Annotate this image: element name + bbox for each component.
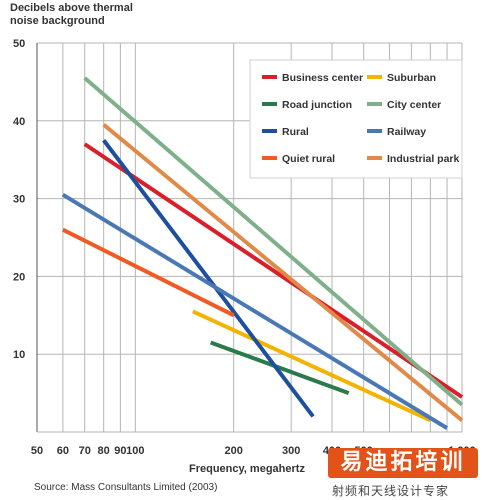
x-tick-label: 200: [224, 445, 242, 457]
y-tick-label: 50: [13, 38, 25, 50]
legend-label: City center: [387, 99, 441, 111]
y-axis-title: Decibels above thermal noise background: [10, 2, 133, 27]
x-tick-label: 300: [282, 445, 300, 457]
y-tick-labels: 10 20 30 40 50: [13, 38, 25, 361]
legend-label: Railway: [387, 126, 426, 138]
series-line: [192, 309, 432, 423]
legend: Business center Suburban Road junction City…: [249, 59, 463, 179]
legend-label: Suburban: [387, 72, 436, 84]
y-tick-label: 20: [13, 271, 25, 283]
watermark: 易迪拓培训 射频和天线设计专家: [322, 448, 484, 500]
y-tick-label: 30: [13, 194, 25, 206]
x-tick-label: 80: [98, 445, 110, 457]
x-tick-label: 50: [31, 445, 43, 457]
series-lines: [61, 76, 464, 430]
legend-label: Rural: [282, 126, 309, 138]
y-tick-label: 40: [13, 116, 25, 128]
series-line: [209, 340, 350, 395]
x-axis-title: Frequency, megahertz: [189, 463, 305, 475]
legend-label: Quiet rural: [282, 153, 335, 165]
watermark-logo: 易迪拓培训: [328, 448, 478, 478]
series-line: [61, 227, 235, 318]
watermark-subtitle: 射频和天线设计专家: [332, 484, 450, 498]
series-line: [83, 76, 464, 407]
legend-label: Road junction: [282, 99, 352, 111]
series-line: [102, 123, 464, 422]
x-tick-label: 100: [126, 445, 144, 457]
series-line: [83, 142, 464, 399]
source-note: Source: Mass Consultants Limited (2003): [34, 482, 218, 493]
grid: [36, 42, 463, 433]
legend-label: Industrial park: [387, 153, 460, 165]
series-line: [61, 193, 449, 430]
y-tick-label: 10: [13, 349, 25, 361]
x-tick-label: 90: [114, 445, 126, 457]
legend-box: [249, 59, 463, 179]
series-line: [102, 139, 315, 418]
x-tick-label: 70: [79, 445, 91, 457]
legend-label: Business center: [282, 72, 363, 84]
x-tick-label: 60: [57, 445, 69, 457]
